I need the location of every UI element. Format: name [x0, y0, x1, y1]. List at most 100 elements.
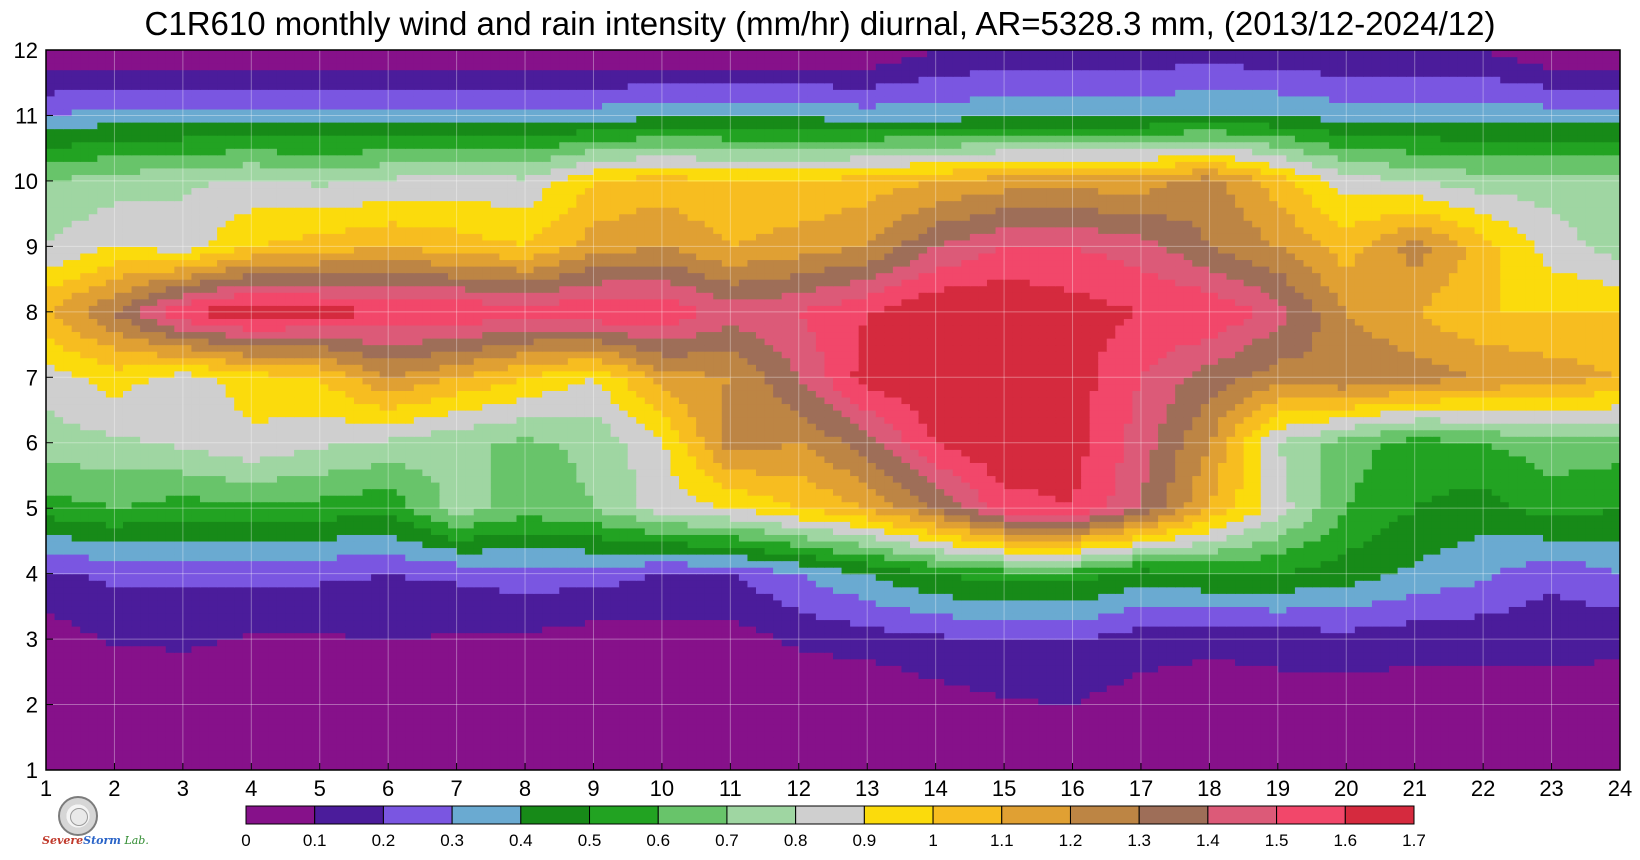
contour-cell	[182, 684, 193, 693]
contour-cell	[969, 665, 980, 673]
contour-cell	[1183, 711, 1193, 719]
contour-cell	[396, 756, 406, 765]
contour-cell	[661, 612, 672, 621]
contour-cell	[875, 606, 885, 614]
contour-cell	[1560, 652, 1570, 660]
contour-cell	[704, 717, 714, 725]
contour-cell	[1423, 665, 1433, 673]
contour-cell	[875, 619, 885, 627]
contour-cell	[798, 704, 808, 712]
contour-cell	[1560, 704, 1570, 712]
contour-cell	[1055, 704, 1065, 712]
contour-cell	[71, 756, 81, 765]
contour-cell	[336, 684, 346, 693]
contour-cell	[1414, 756, 1424, 765]
contour-cell	[362, 665, 372, 673]
contour-cell	[550, 743, 560, 751]
contour-cell	[1329, 606, 1339, 614]
contour-cell	[1448, 671, 1459, 679]
contour-cell	[884, 737, 894, 745]
contour-cell	[80, 612, 90, 621]
contour-cell	[696, 730, 706, 738]
contour-cell	[294, 612, 304, 621]
contour-cell	[1260, 665, 1270, 673]
contour-cell	[798, 763, 808, 770]
contour-cell	[157, 743, 167, 751]
contour-cell	[362, 652, 372, 660]
contour-cell	[353, 606, 364, 614]
contour-cell	[610, 711, 620, 719]
contour-cell	[661, 639, 672, 647]
contour-cell	[1354, 684, 1364, 693]
contour-cell	[465, 658, 475, 666]
contour-cell	[1046, 612, 1057, 621]
contour-cell	[46, 639, 56, 647]
contour-cell	[781, 639, 791, 647]
contour-cell	[388, 763, 398, 770]
contour-cell	[704, 743, 714, 751]
contour-cell	[815, 684, 826, 693]
contour-cell	[1303, 763, 1313, 770]
contour-cell	[199, 658, 210, 666]
contour-cell	[157, 593, 167, 601]
contour-cell	[88, 665, 98, 673]
contour-cell	[97, 717, 107, 725]
contour-cell	[1158, 612, 1168, 621]
contour-cell	[1089, 665, 1099, 673]
contour-cell	[114, 691, 124, 699]
contour-cell	[1577, 606, 1587, 614]
contour-cell	[499, 639, 509, 647]
contour-cell	[944, 626, 954, 634]
contour-cell	[1525, 645, 1536, 653]
contour-cell	[114, 658, 124, 666]
contour-cell	[80, 652, 90, 660]
contour-cell	[371, 593, 381, 601]
contour-cell	[841, 606, 851, 614]
contour-cell	[448, 730, 458, 738]
contour-cell	[448, 763, 458, 770]
contour-cell	[1346, 756, 1356, 765]
contour-cell	[285, 612, 295, 621]
contour-cell	[1183, 626, 1193, 634]
contour-cell	[140, 639, 150, 647]
contour-cell	[46, 586, 56, 594]
contour-cell	[1320, 737, 1330, 745]
contour-cell	[1517, 711, 1527, 719]
contour-cell	[593, 750, 603, 758]
contour-cell	[533, 698, 543, 706]
contour-cell	[1414, 632, 1424, 640]
contour-cell	[1440, 612, 1450, 621]
contour-cell	[927, 750, 937, 758]
contour-cell	[1594, 743, 1604, 751]
contour-cell	[730, 730, 740, 738]
contour-cell	[1132, 599, 1142, 607]
contour-cell	[199, 763, 210, 770]
contour-cell	[1260, 619, 1270, 627]
contour-cell	[473, 763, 483, 770]
contour-cell	[961, 606, 971, 614]
contour-cell	[396, 619, 406, 627]
contour-cell	[319, 645, 329, 653]
contour-cell	[653, 691, 663, 699]
contour-cell	[935, 724, 945, 732]
contour-cell	[721, 599, 731, 607]
contour-cell	[1166, 763, 1176, 770]
contour-cell	[1346, 711, 1356, 719]
contour-cell	[336, 750, 346, 758]
contour-cell	[268, 704, 278, 712]
contour-cell	[927, 593, 937, 601]
contour-cell	[405, 626, 415, 634]
contour-cell	[422, 671, 432, 679]
contour-cell	[182, 737, 193, 745]
contour-cell	[1320, 684, 1330, 693]
contour-cell	[1568, 619, 1578, 627]
contour-cell	[1029, 717, 1039, 725]
contour-cell	[1286, 671, 1296, 679]
contour-cell	[653, 606, 663, 614]
contour-cell	[1551, 671, 1561, 679]
contour-cell	[1466, 750, 1476, 758]
contour-cell	[413, 737, 423, 745]
contour-cell	[1329, 626, 1339, 634]
contour-cell	[122, 698, 133, 706]
contour-cell	[1252, 691, 1262, 699]
